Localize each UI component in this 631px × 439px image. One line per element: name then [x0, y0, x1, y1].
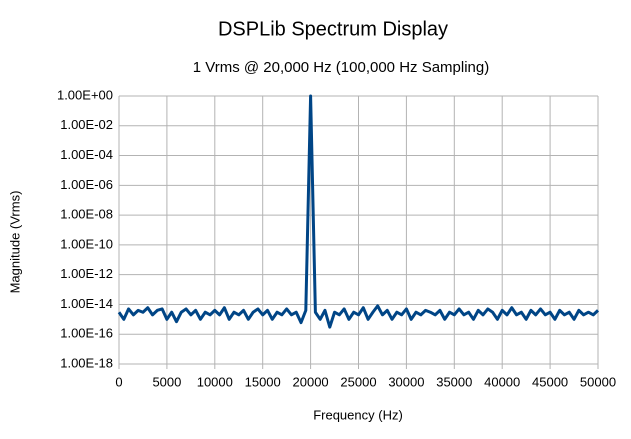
y-tick-label: 1.00E-14	[60, 296, 113, 311]
y-tick-label: 1.00E-04	[60, 147, 113, 162]
x-tick-label: 5000	[152, 374, 181, 389]
y-tick-label: 1.00E-18	[60, 355, 113, 370]
y-tick-label: 1.00E-06	[60, 177, 113, 192]
x-tick-label: 15000	[245, 374, 281, 389]
x-tick-label: 10000	[197, 374, 233, 389]
x-tick-label: 35000	[436, 374, 472, 389]
x-tick-label: 25000	[340, 374, 376, 389]
x-tick-label: 20000	[293, 374, 329, 389]
x-tick-label: 40000	[484, 374, 520, 389]
y-tick-label: 1.00E+00	[57, 87, 113, 102]
y-tick-label: 1.00E-16	[60, 326, 113, 341]
y-tick-label: 1.00E-10	[60, 236, 113, 251]
chart-subtitle: 1 Vrms @ 20,000 Hz (100,000 Hz Sampling)	[193, 59, 489, 76]
chart-title: DSPLib Spectrum Display	[218, 18, 448, 40]
y-tick-label: 1.00E-08	[60, 207, 113, 222]
x-tick-label: 45000	[532, 374, 568, 389]
y-axis-label: Magnitude (Vrms)	[7, 191, 22, 294]
x-tick-label: 50000	[580, 374, 616, 389]
y-tick-label: 1.00E-02	[60, 117, 113, 132]
data-line	[117, 94, 600, 329]
x-tick-label: 0	[115, 374, 122, 389]
x-tick-label: 30000	[388, 374, 424, 389]
x-axis-label: Frequency (Hz)	[313, 407, 403, 422]
y-tick-label: 1.00E-12	[60, 266, 113, 281]
